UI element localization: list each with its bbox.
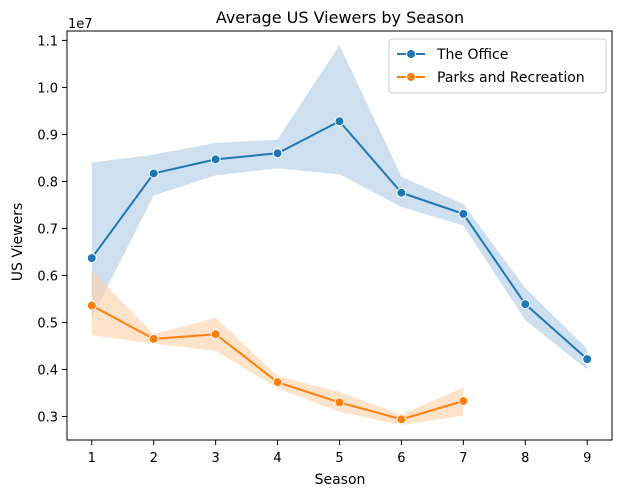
parks-and-recreation-point: [210, 329, 221, 340]
y-tick-label: 0.3: [37, 410, 58, 425]
parks-and-recreation-confidence-band: [91, 270, 464, 425]
confidence-bands: [91, 45, 588, 425]
parks-and-recreation-point: [272, 377, 283, 388]
x-tick-label: 9: [583, 451, 591, 466]
the-office-point: [582, 354, 593, 365]
x-axis-label: Season: [315, 472, 366, 488]
x-axis-ticks: 1 2 3 4 5 6 7 8 9: [88, 440, 591, 466]
y-tick-label: 0.8: [37, 175, 58, 190]
parks-and-recreation-line: [91, 304, 464, 421]
x-tick-label: 6: [397, 451, 405, 466]
x-tick-label: 1: [88, 451, 96, 466]
legend: The Office Parks and Recreation: [388, 38, 607, 94]
x-tick-label: 7: [459, 451, 467, 466]
y-tick-label: 1.0: [37, 81, 58, 96]
legend-label-parks-and-recreation: Parks and Recreation: [437, 70, 585, 86]
legend-label-the-office: The Office: [436, 47, 508, 63]
x-tick-label: 2: [150, 451, 158, 466]
the-office-point: [396, 187, 407, 198]
y-axis-offset-label: 1e7: [68, 17, 93, 32]
y-tick-label: 0.6: [37, 269, 58, 284]
legend-box: [388, 38, 607, 94]
y-tick-label: 0.4: [37, 363, 58, 378]
legend-marker-parks-and-recreation: [406, 72, 416, 82]
parks-and-recreation-point: [86, 300, 97, 311]
the-office-point: [334, 116, 345, 127]
x-tick-label: 4: [273, 451, 281, 466]
the-office-point: [520, 299, 531, 310]
parks-and-recreation-point: [334, 397, 345, 408]
parks-and-recreation-point: [396, 414, 407, 425]
parks-and-recreation-point: [148, 333, 159, 344]
y-tick-label: 0.9: [37, 128, 58, 143]
the-office-point: [458, 208, 469, 219]
the-office-point: [86, 253, 97, 264]
the-office-point: [148, 168, 159, 179]
x-tick-label: 5: [335, 451, 343, 466]
series-points: [86, 116, 593, 425]
y-axis-ticks: 0.3 0.4 0.5 0.6 0.7 0.8 0.9 1.0 1.1: [37, 34, 67, 425]
the-office-point: [210, 154, 221, 165]
chart-title: Average US Viewers by Season: [216, 8, 464, 27]
the-office-point: [272, 148, 283, 159]
the-office-confidence-band: [91, 45, 588, 370]
y-tick-label: 0.7: [37, 222, 58, 237]
y-tick-label: 1.1: [37, 34, 58, 49]
y-axis-label: US Viewers: [10, 203, 26, 281]
parks-and-recreation-point: [458, 395, 469, 406]
x-tick-label: 3: [211, 451, 219, 466]
legend-marker-the-office: [406, 49, 416, 59]
y-tick-label: 0.5: [37, 316, 58, 331]
x-tick-label: 8: [521, 451, 529, 466]
